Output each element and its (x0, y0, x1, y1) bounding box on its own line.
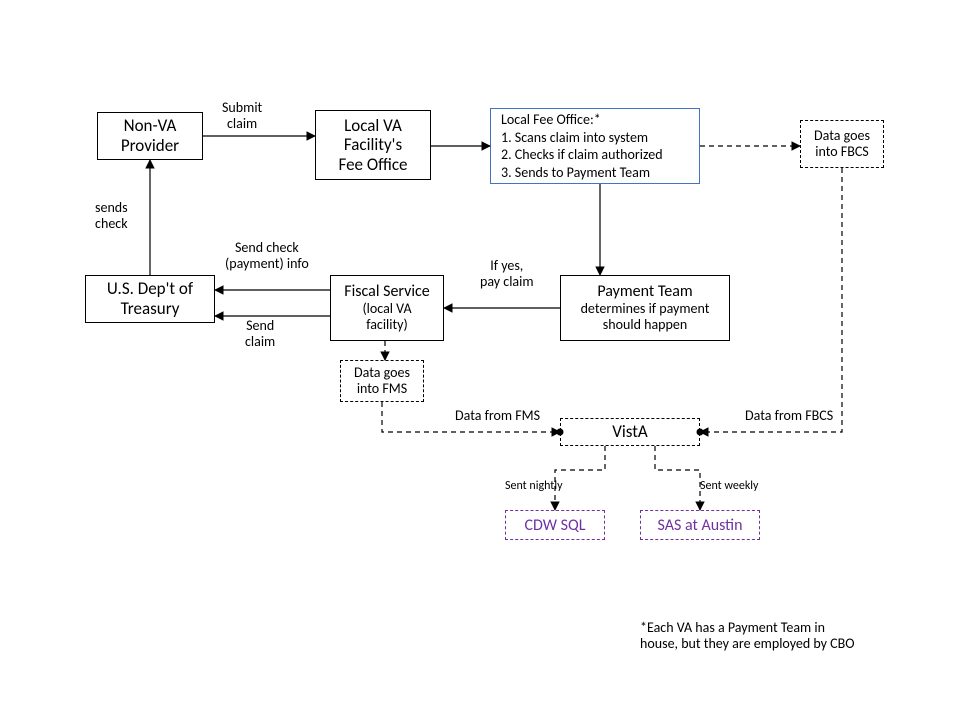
node-treasury-label: U.S. Dep't ofTreasury (107, 279, 193, 318)
node-nonva-label: Non-VAProvider (121, 116, 179, 155)
label-submit: Submitclaim (222, 100, 262, 132)
node-sas: SAS at Austin (640, 510, 760, 540)
edge-vista-cdw (555, 446, 605, 510)
label-fromfbcs: Data from FBCS (745, 408, 833, 424)
node-localfee: Local VAFacility'sFee Office (315, 110, 431, 180)
node-fiscal-title: Fiscal Service (344, 283, 430, 301)
node-localfee-label: Local VAFacility'sFee Office (339, 116, 408, 175)
node-payment-title: Payment Team (597, 283, 692, 301)
node-cdw: CDW SQL (505, 510, 605, 540)
node-fiscal: Fiscal Service (local VAfacility) (330, 275, 444, 341)
label-weekly: Sent weekly (700, 480, 758, 494)
node-feelist-line3: 3. Sends to Payment Team (501, 164, 650, 182)
label-sendcheckinfo: Send check(payment) info (225, 240, 309, 272)
node-payment-sub: determines if paymentshould happen (581, 301, 710, 333)
node-feelist-line1: 1. Scans claim into system (501, 129, 648, 147)
node-nonva: Non-VAProvider (97, 112, 203, 160)
footnote: *Each VA has a Payment Team inhouse, but… (640, 620, 855, 652)
node-fiscal-sub: (local VAfacility) (362, 301, 411, 333)
label-sendscheck: sendscheck (95, 200, 128, 232)
node-fms-label: Data goesinto FMS (354, 365, 410, 397)
node-vista-label: VistA (612, 422, 648, 442)
node-feelist: Local Fee Office:* 1. Scans claim into s… (490, 108, 700, 184)
node-cdw-label: CDW SQL (525, 516, 586, 535)
node-treasury: U.S. Dep't ofTreasury (85, 275, 215, 323)
node-fbcs-label: Data goesinto FBCS (814, 128, 870, 160)
node-fms: Data goesinto FMS (340, 360, 424, 402)
edges-layer (0, 0, 960, 720)
node-sas-label: SAS at Austin (657, 516, 742, 535)
edge-vista-sas (655, 446, 700, 510)
node-feelist-title: Local Fee Office:* (501, 111, 601, 129)
node-vista: VistA (560, 418, 700, 446)
label-sendclaim: Sendclaim (245, 318, 275, 350)
node-feelist-line2: 2. Checks if claim authorized (501, 146, 663, 164)
node-fbcs: Data goesinto FBCS (800, 120, 884, 168)
node-payment: Payment Team determines if paymentshould… (560, 275, 730, 341)
label-fromfms: Data from FMS (455, 408, 540, 424)
label-ifyes: If yes,pay claim (480, 258, 534, 290)
label-nightly: Sent nightly (505, 480, 563, 494)
